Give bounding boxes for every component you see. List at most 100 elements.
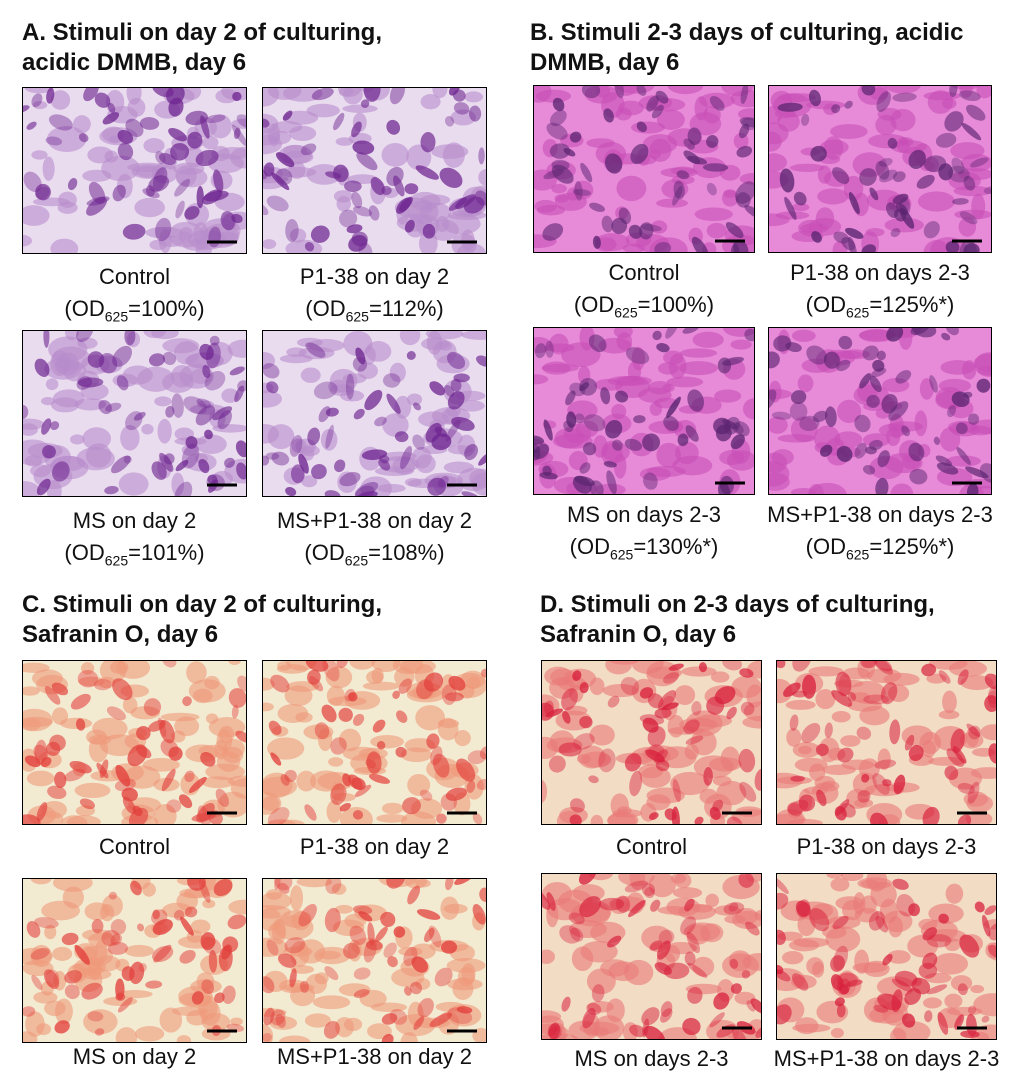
- stain: [153, 803, 177, 825]
- stain: [400, 446, 413, 470]
- stain: [374, 416, 387, 427]
- stain: [54, 1020, 70, 1034]
- micrograph: [541, 660, 762, 825]
- stain: [606, 470, 617, 495]
- stain: [861, 773, 870, 783]
- stain: [417, 997, 434, 1018]
- stain: [589, 202, 605, 212]
- stain: [98, 400, 112, 415]
- stain: [22, 205, 50, 226]
- stain: [376, 740, 386, 750]
- stain: [40, 756, 52, 768]
- stain: [136, 725, 151, 741]
- stain: [321, 704, 337, 723]
- stain: [574, 475, 595, 487]
- stain: [926, 673, 947, 684]
- stain: [160, 712, 200, 722]
- stain: [415, 705, 446, 731]
- stain: [35, 186, 50, 200]
- stain: [353, 989, 370, 998]
- stain: [838, 335, 853, 350]
- stain: [76, 330, 94, 343]
- stain: [395, 746, 407, 758]
- stain: [338, 87, 354, 97]
- stain: [649, 237, 688, 253]
- stain: [217, 791, 247, 818]
- stain: [52, 461, 70, 482]
- stain: [959, 90, 981, 102]
- stain: [656, 198, 689, 208]
- stain: [382, 413, 409, 437]
- stain: [856, 726, 872, 740]
- stain: [681, 666, 717, 677]
- stain: [127, 97, 146, 117]
- stain: [791, 974, 817, 989]
- stain: [58, 191, 77, 208]
- stain: [277, 953, 297, 968]
- stain: [730, 983, 742, 994]
- stain: [863, 694, 890, 705]
- stain: [706, 182, 717, 196]
- stain: [74, 944, 90, 965]
- stain: [42, 156, 55, 181]
- stain: [636, 121, 647, 133]
- stain: [633, 415, 646, 424]
- stain: [957, 814, 972, 825]
- stain: [262, 239, 277, 250]
- stain: [588, 334, 607, 353]
- stain: [203, 878, 216, 891]
- stain: [628, 899, 646, 918]
- stain: [741, 117, 755, 131]
- stain: [826, 873, 844, 879]
- stain: [44, 1000, 66, 1017]
- stain: [441, 940, 458, 954]
- stain: [115, 764, 131, 787]
- stain: [262, 87, 280, 107]
- stain: [675, 441, 699, 465]
- stain: [791, 329, 816, 342]
- stain: [125, 118, 144, 137]
- stain: [746, 684, 762, 708]
- stain: [305, 342, 326, 358]
- stain: [270, 674, 290, 693]
- stain: [806, 345, 828, 365]
- stain: [309, 676, 324, 692]
- stain: [655, 759, 670, 772]
- stain: [815, 689, 836, 710]
- stain: [187, 131, 203, 149]
- stain: [228, 899, 247, 915]
- stain: [572, 670, 582, 681]
- stain: [613, 327, 633, 339]
- stain: [957, 782, 975, 794]
- stain: [339, 472, 361, 487]
- stain: [793, 191, 807, 206]
- stain: [578, 873, 597, 885]
- stain: [307, 427, 321, 446]
- stain: [290, 464, 305, 484]
- stain: [231, 124, 247, 147]
- stain: [951, 391, 970, 408]
- stain: [738, 873, 754, 888]
- stain: [666, 376, 704, 388]
- stain: [837, 399, 862, 424]
- stain: [381, 1033, 394, 1043]
- stain: [836, 972, 859, 988]
- stain: [64, 984, 80, 1000]
- stain: [714, 389, 742, 403]
- stain: [351, 191, 363, 209]
- stain: [338, 707, 353, 722]
- stain: [605, 419, 623, 439]
- stain: [446, 351, 466, 370]
- stain: [152, 945, 174, 962]
- stain: [198, 459, 210, 474]
- stain: [23, 171, 42, 192]
- stain: [45, 136, 63, 146]
- stain: [165, 405, 175, 418]
- stain: [668, 663, 684, 671]
- stain: [479, 887, 487, 902]
- stain: [43, 969, 60, 990]
- stain: [336, 660, 348, 668]
- stain: [143, 138, 165, 154]
- stain: [684, 898, 695, 912]
- stain: [647, 693, 664, 709]
